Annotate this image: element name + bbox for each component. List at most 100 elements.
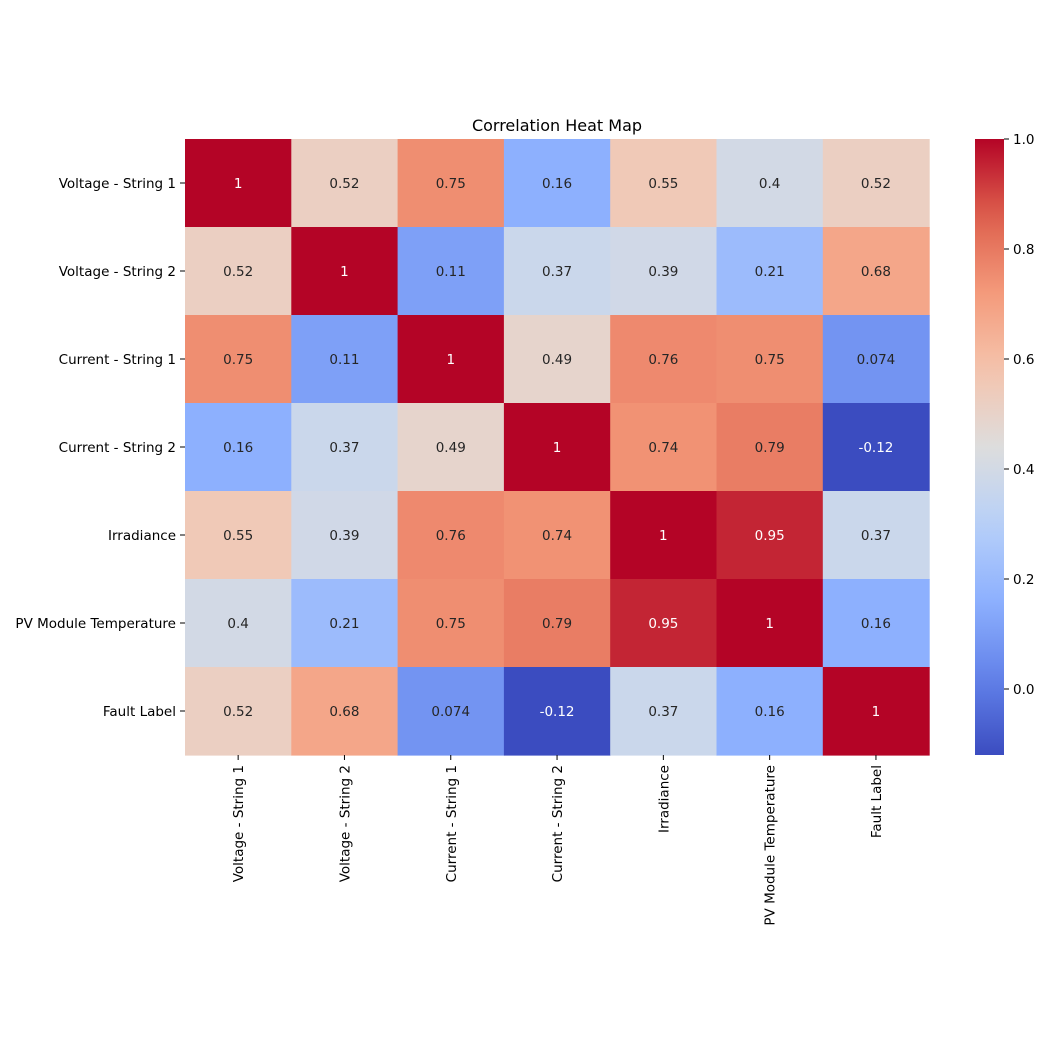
column-tick-label: Voltage - String 1 — [231, 765, 247, 882]
heatmap-cell — [397, 491, 505, 580]
row-tick-label: Fault Label — [103, 704, 176, 720]
heatmap-cell — [503, 579, 611, 668]
heatmap-cell — [397, 667, 505, 756]
column-tick-label: PV Module Temperature — [763, 765, 779, 926]
heatmap-cell — [291, 227, 399, 316]
cell-value-label: 0.37 — [648, 704, 678, 720]
heatmap-cell — [185, 315, 292, 404]
heatmap-cell — [822, 227, 930, 316]
heatmap-cell — [610, 579, 718, 668]
cell-value-label: 0.68 — [861, 264, 891, 280]
cell-value-label: 0.79 — [755, 440, 785, 456]
cell-value-label: 0.11 — [329, 352, 359, 368]
heatmap-cell — [503, 139, 611, 228]
cell-value-label: 0.76 — [648, 352, 678, 368]
heatmap-cell — [397, 139, 505, 228]
cell-value-label: 0.49 — [542, 352, 572, 368]
heatmap-cell — [822, 579, 930, 668]
cell-value-label: 0.39 — [648, 264, 678, 280]
heatmap-cell — [610, 315, 718, 404]
heatmap-cell — [716, 227, 824, 316]
cell-value-label: 1 — [340, 264, 349, 280]
heatmap-cell — [503, 491, 611, 580]
colorbar-tick-label: 0.8 — [1013, 242, 1034, 258]
cell-value-label: 1 — [765, 616, 774, 632]
heatmap-cell — [822, 491, 930, 580]
colorbar: 0.0 0.2 0.4 0.6 0.8 1.0 — [975, 132, 1034, 755]
heatmap-cell — [610, 227, 718, 316]
heatmap-cell — [185, 227, 292, 316]
heatmap-cell — [716, 403, 824, 492]
cell-value-label: 0.52 — [861, 176, 891, 192]
heatmap-cell — [185, 139, 292, 228]
heatmap-cell — [503, 315, 611, 404]
cell-value-label: -0.12 — [858, 440, 893, 456]
cell-value-label: 0.16 — [755, 704, 785, 720]
cell-value-label: 1 — [446, 352, 455, 368]
heatmap-cell — [397, 579, 505, 668]
cell-value-label: 0.55 — [648, 176, 678, 192]
heatmap-cell — [185, 667, 292, 756]
heatmap-cell — [610, 491, 718, 580]
heatmap-cell — [291, 667, 399, 756]
heatmap-cell — [397, 227, 505, 316]
heatmap-cell — [291, 139, 399, 228]
heatmap-cell — [503, 403, 611, 492]
cell-value-label: 0.37 — [329, 440, 359, 456]
cell-value-label: 0.4 — [227, 616, 248, 632]
cell-value-label: 0.75 — [223, 352, 253, 368]
chart-title: Correlation Heat Map — [472, 116, 642, 135]
heatmap-cell — [716, 491, 824, 580]
colorbar-gradient — [975, 139, 1004, 755]
cell-value-label: 0.074 — [857, 352, 896, 368]
heatmap-cell — [716, 315, 824, 404]
cell-value-label: 0.79 — [542, 616, 572, 632]
row-tick-label: Current - String 2 — [59, 440, 176, 456]
row-tick-label: Voltage - String 1 — [59, 176, 176, 192]
cell-value-label: 0.21 — [329, 616, 359, 632]
cell-value-label: 1 — [872, 704, 881, 720]
cell-value-label: 0.75 — [436, 176, 466, 192]
heatmap-cell — [716, 579, 824, 668]
column-tick-label: Voltage - String 2 — [337, 765, 353, 882]
colorbar-tick-label: 0.6 — [1013, 352, 1034, 368]
row-tick-labels: Voltage - String 1 Voltage - String 2 Curr… — [15, 176, 185, 720]
cell-value-label: 0.16 — [542, 176, 572, 192]
colorbar-tick-label: 1.0 — [1013, 132, 1034, 148]
cell-value-label: 0.68 — [329, 704, 359, 720]
cell-value-label: 0.52 — [223, 704, 253, 720]
heatmap-cell — [503, 667, 611, 756]
column-tick-labels: Voltage - String 1 Voltage - String 2 Curr… — [231, 755, 885, 926]
heatmap-cell — [185, 403, 292, 492]
cell-value-label: 0.37 — [542, 264, 572, 280]
cell-value-label: 0.49 — [436, 440, 466, 456]
cell-value-label: 0.4 — [759, 176, 780, 192]
heatmap-cell — [716, 667, 824, 756]
row-tick-label: Voltage - String 2 — [59, 264, 176, 280]
heatmap-cell — [185, 491, 292, 580]
heatmap-cells: 1 0.52 0.75 0.16 0.55 0.4 0.52 0.52 1 0.11 0.37 0.3… — [185, 139, 930, 756]
column-tick-label: Current - String 1 — [444, 765, 460, 882]
cell-value-label: 0.52 — [329, 176, 359, 192]
column-tick-label: Irradiance — [656, 765, 672, 833]
cell-value-label: 0.76 — [436, 528, 466, 544]
heatmap-cell — [822, 139, 930, 228]
cell-value-label: 0.74 — [648, 440, 678, 456]
heatmap-cell — [610, 667, 718, 756]
colorbar-tick-label: 0.2 — [1013, 572, 1034, 588]
cell-value-label: 1 — [234, 176, 243, 192]
heatmap-cell — [397, 315, 505, 404]
heatmap-cell — [610, 403, 718, 492]
heatmap-cell — [185, 579, 292, 668]
cell-value-label: 0.37 — [861, 528, 891, 544]
heatmap-cell — [503, 227, 611, 316]
row-tick-label: Irradiance — [108, 528, 176, 544]
heatmap-cell — [822, 403, 930, 492]
cell-value-label: -0.12 — [540, 704, 575, 720]
cell-value-label: 1 — [659, 528, 668, 544]
row-tick-label: Current - String 1 — [59, 352, 176, 368]
cell-value-label: 0.11 — [436, 264, 466, 280]
heatmap-cell — [291, 579, 399, 668]
cell-value-label: 0.16 — [223, 440, 253, 456]
